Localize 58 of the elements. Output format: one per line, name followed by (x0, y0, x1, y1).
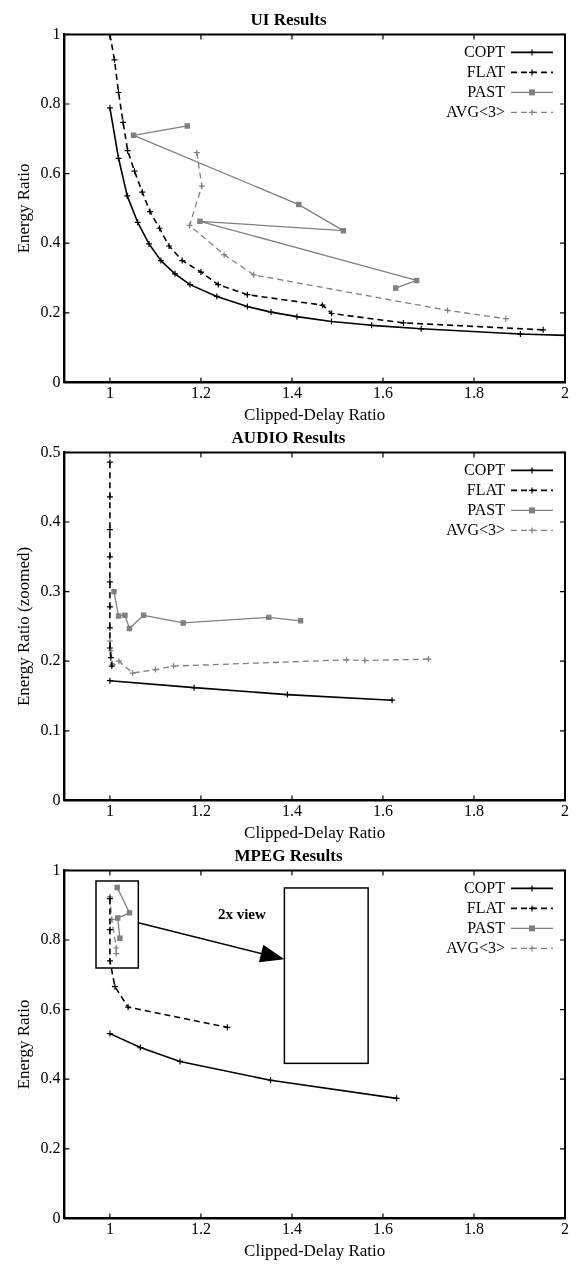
x-tick-label: 2 (561, 802, 569, 820)
x-tick-label: 1.8 (463, 1220, 484, 1238)
y-axis-title: Energy Ratio (13, 163, 33, 254)
x-tick-label: 1.2 (190, 384, 211, 402)
y-tick-label: 0.2 (40, 303, 61, 320)
x-tick-label: 1.2 (190, 1220, 211, 1238)
legend-label: PAST (467, 82, 506, 100)
legend-label: FLAT (466, 898, 506, 916)
y-tick-label: 0 (52, 1208, 61, 1226)
x-tick-label: 1.4 (281, 1220, 302, 1238)
y-tick-label: 0.4 (40, 1069, 61, 1087)
y-tick-label: 0.8 (40, 930, 61, 948)
x-tick-label: 1.8 (463, 802, 484, 820)
chart-title: AUDIO Results (231, 427, 346, 447)
x-axis-title: Clipped-Delay Ratio (244, 823, 386, 843)
legend-label: PAST (467, 500, 506, 518)
legend-label: FLAT (466, 62, 506, 80)
x-tick-label: 1.8 (463, 384, 484, 402)
y-axis-title: Energy Ratio (zoomed) (13, 546, 33, 707)
annotation: 2x view (217, 905, 266, 923)
y-tick-label: 0.6 (40, 999, 61, 1017)
y-axis-title: Energy Ratio (13, 999, 33, 1090)
y-tick-label: 0 (52, 790, 61, 808)
y-tick-label: 0.1 (40, 721, 61, 738)
y-tick-label: 0.2 (40, 651, 61, 669)
x-tick-label: 2 (561, 384, 569, 402)
legend-label: FLAT (466, 480, 506, 498)
y-tick-label: 0.4 (40, 512, 61, 530)
y-tick-label: 0.4 (40, 233, 61, 251)
legend-label: AVG<3> (446, 520, 505, 538)
x-tick-label: 1 (105, 802, 114, 820)
x-tick-label: 1.6 (372, 1220, 393, 1238)
legend-label: PAST (467, 918, 506, 936)
y-tick-label: 0.6 (40, 163, 61, 181)
chart-title: MPEG Results (234, 845, 343, 865)
y-tick-label: 1 (52, 24, 61, 42)
x-tick-label: 1 (105, 1220, 114, 1238)
x-tick-label: 2 (561, 1220, 569, 1238)
legend-label: AVG<3> (446, 938, 505, 956)
y-tick-label: 0.2 (40, 1139, 61, 1156)
x-tick-label: 1.6 (372, 802, 393, 820)
x-tick-label: 1 (105, 384, 114, 402)
y-tick-label: 0.8 (40, 94, 61, 112)
y-tick-label: 0.5 (40, 442, 61, 460)
x-axis-title: Clipped-Delay Ratio (244, 1241, 386, 1261)
x-tick-label: 1.2 (190, 802, 211, 820)
legend-label: AVG<3> (446, 102, 505, 120)
legend-label: COPT (464, 878, 506, 896)
x-axis-title: Clipped-Delay Ratio (244, 405, 386, 425)
chart-title: UI Results (250, 9, 327, 29)
legend-label: COPT (464, 460, 506, 478)
y-tick-label: 0.3 (40, 581, 61, 599)
x-tick-label: 1.4 (281, 384, 302, 402)
x-tick-label: 1.6 (372, 384, 393, 402)
legend-label: COPT (464, 42, 506, 60)
y-tick-label: 1 (52, 860, 61, 878)
y-tick-label: 0 (52, 372, 61, 390)
x-tick-label: 1.4 (281, 802, 302, 820)
